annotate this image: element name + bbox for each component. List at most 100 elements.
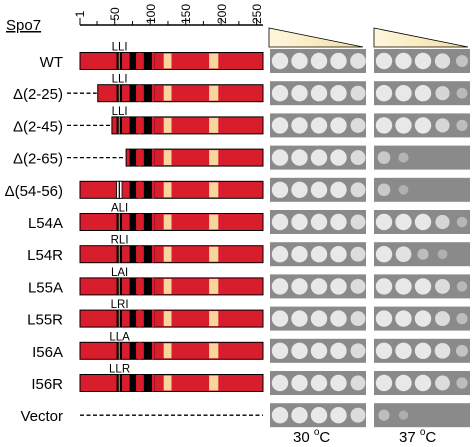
yeast-spot	[398, 410, 409, 420]
yeast-spot	[330, 374, 347, 392]
pale-domain-box	[163, 246, 172, 262]
construct-label: Δ(54-56)	[5, 183, 63, 200]
motif-green-stripe	[118, 84, 120, 102]
construct-row-3: Δ(2-65)	[13, 145, 470, 170]
red-mark	[151, 52, 155, 70]
yeast-spot	[291, 374, 308, 392]
transmembrane-segment	[129, 149, 137, 167]
yeast-spot	[437, 249, 448, 260]
condition-37-unit: C	[425, 429, 436, 446]
red-mark	[138, 277, 141, 295]
protein-bar	[97, 84, 264, 103]
red-mark	[151, 213, 155, 231]
red-mark	[151, 149, 155, 167]
yeast-spot	[291, 85, 308, 102]
yeast-spot	[310, 342, 328, 359]
motif-edge	[119, 277, 123, 295]
transmembrane-segment	[129, 374, 137, 392]
yeast-spot	[330, 85, 347, 102]
motif-edge	[116, 310, 119, 328]
yeast-spot	[350, 53, 366, 69]
ruler-tick-label: 1	[73, 10, 87, 17]
yeast-spot	[375, 310, 393, 327]
motif-green-stripe	[118, 310, 120, 328]
transmembrane-segment	[143, 310, 155, 328]
condition-30-degree: o	[314, 427, 320, 438]
construct-row-11: Vector	[20, 403, 470, 428]
red-mark	[138, 149, 141, 167]
yeast-spot	[434, 53, 451, 69]
yeast-spot	[330, 149, 347, 166]
construct-row-9: I56A LLA	[32, 331, 470, 363]
yeast-spot	[330, 181, 347, 198]
yeast-spot	[350, 375, 366, 391]
construct-label: Δ(2-45)	[13, 118, 63, 135]
motif-sequence-label: LLI	[112, 74, 128, 86]
yeast-spot	[310, 407, 328, 424]
yeast-spot	[398, 184, 409, 195]
motif-green-stripe	[118, 245, 120, 263]
yeast-spot	[375, 246, 393, 263]
yeast-spot	[456, 312, 468, 325]
yeast-spot	[456, 377, 468, 389]
yeast-spot	[291, 278, 308, 295]
yeast-spot	[271, 181, 289, 198]
plate-strip	[374, 403, 470, 428]
yeast-spot	[456, 55, 468, 67]
transmembrane-segment	[143, 245, 155, 263]
yeast-spot	[310, 52, 328, 70]
yeast-spot	[375, 117, 393, 134]
construct-row-10: I56R LLR	[31, 364, 470, 395]
transmembrane-segment	[129, 181, 137, 199]
yeast-spot	[375, 85, 393, 102]
motif-sequence-label: RLI	[111, 235, 129, 247]
transmembrane-segment	[143, 149, 155, 167]
yeast-spot	[435, 375, 450, 391]
yeast-spot	[350, 117, 366, 133]
yeast-spot	[414, 310, 432, 327]
construct-row-7: L55A LAI	[28, 267, 470, 299]
construct-label: L55A	[28, 279, 63, 296]
yeast-spot	[291, 246, 308, 263]
yeast-spot	[395, 117, 412, 134]
pale-domain-box	[209, 150, 219, 166]
construct-row-8: L55R LRI	[27, 299, 470, 331]
yeast-spot	[435, 278, 450, 294]
yeast-spot	[414, 278, 432, 295]
yeast-spot	[456, 344, 468, 357]
yeast-spot	[330, 213, 347, 231]
construct-row-6: L54R RLI	[27, 235, 470, 267]
pale-domain-box	[163, 343, 172, 359]
yeast-spot	[330, 342, 347, 359]
transmembrane-segment	[129, 84, 137, 102]
protein-bar	[125, 148, 264, 167]
dilution-gradient-30	[268, 27, 364, 48]
motif-green-stripe	[118, 342, 120, 360]
red-mark	[151, 277, 155, 295]
yeast-spot	[350, 311, 366, 327]
motif-edge	[119, 245, 123, 263]
yeast-spot	[271, 374, 289, 392]
construct-rows: WT LLI Δ(2-25) LLI Δ(2-45) LLI Δ(2-65) Δ(54-56)…	[5, 42, 470, 428]
red-mark	[151, 181, 155, 199]
transmembrane-segment	[129, 52, 137, 70]
yeast-spot	[398, 152, 409, 163]
motif-edge	[116, 277, 119, 295]
yeast-spot	[350, 278, 366, 294]
motif-edge	[119, 213, 123, 231]
yeast-spot	[310, 246, 328, 263]
yeast-spot	[291, 310, 308, 327]
yeast-spot	[414, 85, 432, 102]
motif-green-stripe	[118, 213, 120, 231]
red-mark	[138, 84, 141, 102]
transmembrane-segment	[143, 52, 155, 70]
ruler-tick-label: 150	[179, 4, 193, 24]
construct-row-0: WT LLI	[40, 42, 470, 73]
yeast-spot	[271, 310, 289, 327]
pale-domain-box	[209, 311, 219, 327]
red-mark	[151, 342, 155, 360]
pale-domain-box	[209, 278, 219, 294]
red-mark	[138, 342, 141, 360]
ruler-tick-label: 200	[215, 4, 229, 24]
construct-label: Δ(2-65)	[13, 151, 63, 168]
